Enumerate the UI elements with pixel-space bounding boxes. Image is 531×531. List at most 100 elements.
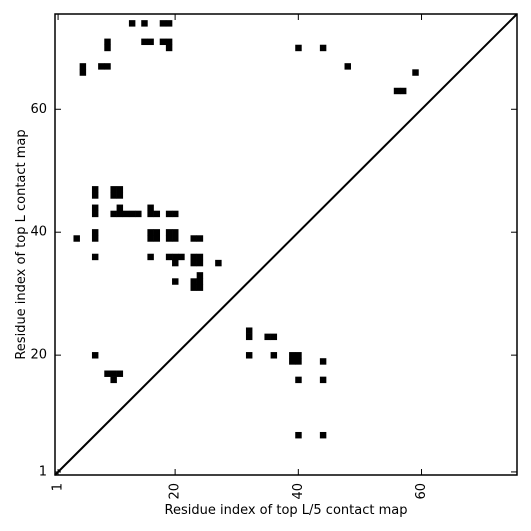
contact-cell (91, 204, 99, 211)
diagonal-line (54, 13, 518, 476)
axis-ticks (55, 14, 517, 475)
contact-cell (110, 376, 117, 384)
contact-cell (412, 69, 419, 76)
contacts-upper-left (73, 20, 419, 291)
contact-cell (153, 235, 161, 242)
tick-labels: 1 20 40 60 1 20 40 60 (30, 102, 429, 500)
contact-cell (295, 358, 302, 365)
y-tick-label: 20 (30, 348, 47, 363)
x-tick-label: 1 (51, 483, 66, 491)
contact-cell (110, 210, 117, 218)
contact-cell (147, 204, 154, 211)
contact-cell (116, 186, 124, 193)
contact-cell (110, 186, 117, 193)
contact-cell (165, 235, 173, 242)
contact-cell (245, 327, 253, 334)
contact-cell (147, 253, 154, 261)
contact-cell (196, 259, 204, 267)
contact-cell (295, 352, 302, 359)
contact-cell (215, 259, 222, 267)
contact-cell (116, 370, 124, 377)
contact-cell (196, 235, 204, 242)
contact-cell (159, 20, 167, 27)
contact-cell (165, 38, 173, 46)
contact-cell (190, 253, 197, 261)
contact-cell (141, 38, 148, 46)
contact-cell (116, 192, 124, 199)
contact-cell (104, 38, 111, 46)
contact-cell (116, 204, 124, 211)
contact-cell (91, 192, 99, 199)
contact-cell (319, 44, 327, 52)
contact-cell (135, 210, 142, 218)
contact-cell (393, 87, 401, 95)
contact-cell (399, 87, 407, 95)
contact-cell (295, 44, 302, 52)
x-tick-label: 60 (414, 483, 429, 500)
contact-cell (147, 229, 154, 236)
contact-cell (79, 63, 87, 70)
contact-cell (104, 63, 111, 70)
contact-cell (110, 370, 117, 377)
contact-cell (172, 259, 179, 267)
contact-cell (295, 376, 302, 384)
contact-cell (344, 63, 351, 70)
contact-cell (141, 20, 148, 27)
contact-cell (289, 358, 296, 365)
contact-cell (295, 431, 302, 439)
contact-cell (190, 278, 197, 285)
contact-cell (196, 278, 204, 285)
contact-cell (319, 431, 327, 439)
contacts-lower-right (91, 327, 327, 439)
contact-cell (165, 44, 173, 52)
contact-cell (73, 235, 80, 242)
contact-cell (91, 210, 99, 218)
contact-cell (91, 352, 99, 359)
contact-cell (196, 284, 204, 291)
contact-cell (91, 229, 99, 236)
contact-cell (165, 229, 173, 236)
x-axis-label: Residue index of top L/5 contact map (165, 503, 408, 518)
contact-cell (196, 253, 204, 261)
contact-cell (147, 235, 154, 242)
contact-cell (147, 38, 154, 46)
contact-cell (110, 192, 117, 199)
contact-cell (104, 44, 111, 52)
contact-cell (165, 210, 173, 218)
plot-frame (54, 13, 518, 476)
contact-cell (190, 235, 197, 242)
contact-cell (319, 358, 327, 365)
contact-cell (172, 278, 179, 285)
contact-cell (245, 352, 253, 359)
y-tick-label: 1 (39, 464, 47, 479)
contact-cell (128, 210, 136, 218)
contact-cell (270, 333, 278, 341)
contact-cell (91, 235, 99, 242)
contact-cell (79, 69, 87, 76)
contact-cell (91, 253, 99, 261)
contact-cell (159, 38, 167, 46)
x-tick-label: 40 (291, 483, 306, 500)
contact-cell (104, 370, 111, 377)
contact-cell (270, 352, 278, 359)
contact-cell (122, 210, 130, 218)
contact-cell (245, 333, 253, 341)
contact-cell (289, 352, 296, 359)
y-axis-label: Residue index of top L contact map (14, 129, 29, 359)
contact-cell (172, 210, 179, 218)
contact-cell (153, 210, 161, 218)
contact-cell (172, 229, 179, 236)
contact-cell (128, 20, 136, 27)
contact-cell (190, 259, 197, 267)
contact-cell (190, 284, 197, 291)
x-tick-label: 20 (168, 483, 183, 500)
contact-cell (91, 186, 99, 193)
contact-cell (319, 376, 327, 384)
y-tick-label: 60 (30, 102, 47, 117)
contact-cell (98, 63, 105, 70)
contact-cell (172, 235, 179, 242)
contact-cell (165, 253, 173, 261)
contact-cell (172, 253, 179, 261)
contact-cell (264, 333, 271, 341)
contact-cell (165, 20, 173, 27)
